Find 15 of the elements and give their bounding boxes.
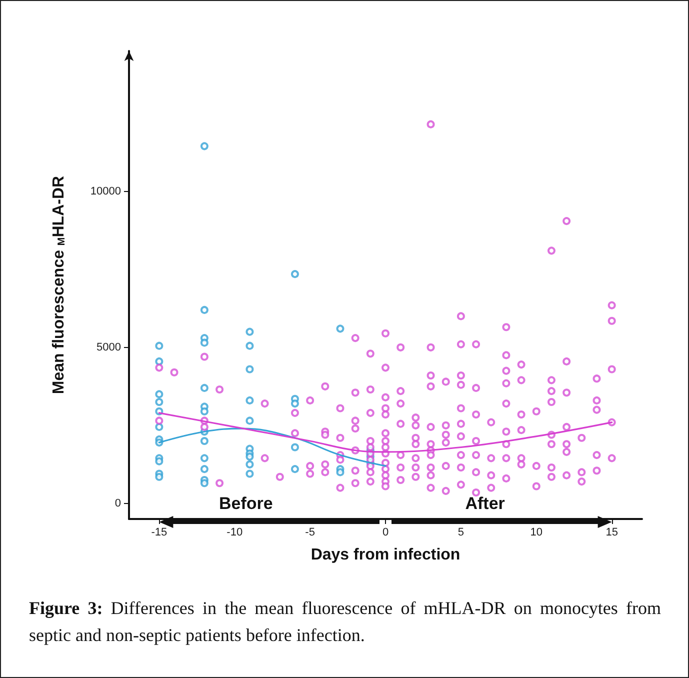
y-tick-label: 5000 (96, 341, 121, 354)
caption: Figure 3: Differences in the mean fluorescence of mHLA-DR on monocytes from septic and non-septic patients before infection. (29, 597, 661, 647)
x-tick-label: -5 (305, 526, 315, 538)
annotation: Before (218, 494, 273, 513)
x-tick-label: 10 (530, 526, 543, 538)
y-tick-label: 0 (114, 497, 121, 510)
x-tick-label: -15 (151, 526, 168, 538)
annotation: After (465, 494, 506, 513)
y-axis-title: Mean fluorescence MHLA-DR (50, 175, 68, 394)
y-tick-label: 10000 (90, 185, 121, 198)
x-tick-label: 15 (606, 526, 618, 538)
x-tick-label: 5 (458, 526, 464, 538)
x-tick-label: 0 (382, 526, 389, 538)
x-tick-label: -10 (226, 526, 243, 538)
x-axis-title: Days from infection (310, 546, 460, 564)
